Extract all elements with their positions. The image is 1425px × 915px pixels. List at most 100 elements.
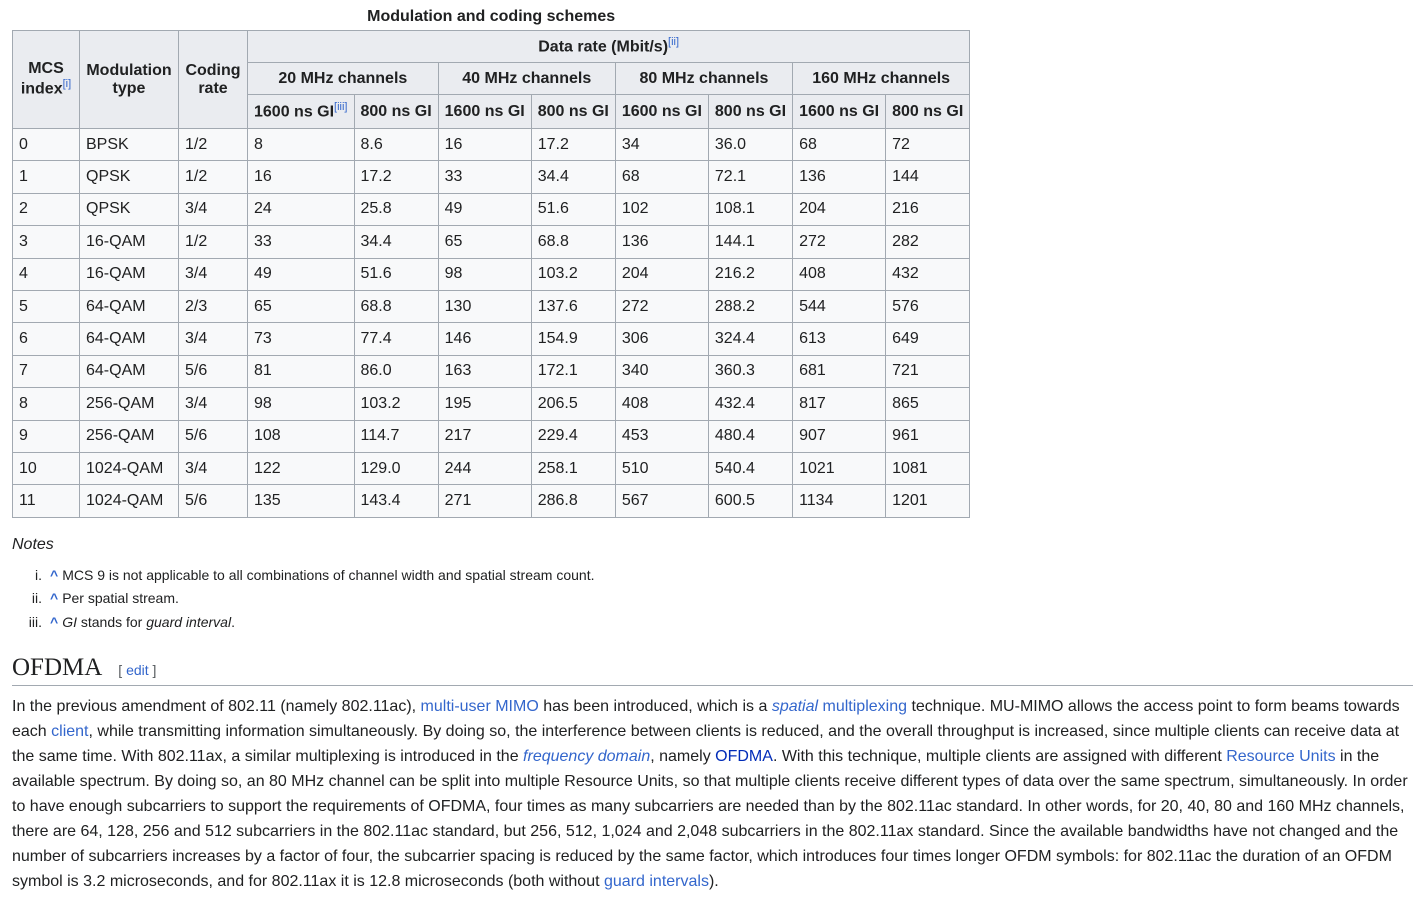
inline-link[interactable]: OFDMA: [715, 748, 773, 766]
table-cell: 136: [614, 225, 709, 259]
table-cell: 5/6: [178, 354, 248, 389]
inline-link[interactable]: multi-user MIMO: [420, 698, 539, 716]
table-cell: 272: [792, 225, 887, 259]
backlink-caret[interactable]: ^: [50, 566, 59, 583]
table-cell: 103.2: [530, 257, 616, 291]
table-cell: 3/4: [178, 387, 248, 421]
table-cell: 68: [614, 160, 709, 194]
header-gi-800: 800 ns GI: [530, 94, 616, 129]
table-cell: 103.2: [353, 387, 439, 421]
table-cell: 907: [792, 419, 887, 453]
note-text: ^ GI stands for guard interval.: [50, 611, 235, 635]
table-cell: 16: [247, 160, 355, 194]
table-cell: 544: [792, 289, 887, 324]
header-20mhz: 20 MHz channels: [247, 62, 439, 95]
table-cell: 649: [885, 322, 971, 356]
header-gi-1600-label: 1600 ns GI: [254, 103, 335, 121]
backlink-caret[interactable]: ^: [50, 613, 59, 630]
note-ref-iii[interactable]: [iii]: [334, 101, 348, 114]
table-cell: 163: [437, 354, 532, 389]
table-cell: 1201: [885, 484, 971, 518]
header-gi-1600-label: 1600 ns GI: [799, 102, 880, 120]
table-row: 11 1024-QAM 5/6 135 143.4 271 286.8 567 600.5 113…: [12, 484, 971, 518]
note-text-part: MCS 9 is not applicable to all combinati…: [62, 566, 595, 583]
inline-link[interactable]: multiplexing: [818, 698, 908, 716]
table-cell: 0: [12, 127, 80, 162]
table-cell: 567: [614, 484, 709, 518]
table-cell: 7: [12, 354, 80, 389]
table-row: 10 1024-QAM 3/4 122 129.0 244 258.1 510 540.4 102…: [12, 451, 971, 486]
table-cell: 130: [437, 289, 532, 324]
table-cell: 5: [12, 289, 80, 324]
table-cell: 144.1: [707, 225, 794, 259]
table-cell: 286.8: [530, 484, 616, 518]
table-cell: 8: [247, 127, 355, 162]
edit-bracket-open: [: [118, 662, 127, 679]
table-cell: 600.5: [707, 484, 794, 518]
header-data-rate-label: Data rate (Mbit/s): [538, 38, 669, 56]
table-cell: 98: [437, 257, 532, 291]
paragraph-text: , while transmitting information simulta…: [12, 723, 1400, 766]
table-cell: 432.4: [707, 387, 794, 421]
table-cell: 3/4: [178, 257, 248, 291]
inline-link[interactable]: client: [51, 723, 89, 741]
note-ref-i[interactable]: [i]: [62, 78, 72, 91]
header-160mhz: 160 MHz channels: [792, 62, 971, 95]
table-cell: 3/4: [178, 192, 248, 227]
table-cell: 272: [614, 289, 709, 324]
table-cell: 77.4: [353, 322, 439, 356]
table-cell: 8: [12, 387, 80, 421]
table-cell: QPSK: [79, 160, 179, 194]
table-cell: 34.4: [530, 160, 616, 194]
table-caption: Modulation and coding schemes: [367, 8, 616, 25]
header-coding-rate: Coding rate: [178, 30, 248, 129]
inline-link[interactable]: guard intervals: [604, 873, 709, 891]
table-cell: 172.1: [530, 354, 616, 389]
table-cell: 1/2: [178, 127, 248, 162]
table-cell: 86.0: [353, 354, 439, 389]
inline-link[interactable]: frequency domain: [523, 748, 651, 766]
table-cell: 1081: [885, 451, 971, 486]
table-cell: 65: [437, 225, 532, 259]
table-cell: 2: [12, 192, 80, 227]
inline-link[interactable]: spatial: [771, 698, 819, 716]
notes-list: i. ^ MCS 9 is not applicable to all combin…: [12, 564, 1413, 635]
section-title: OFDMA: [12, 654, 103, 682]
note-ref-ii[interactable]: [ii]: [668, 36, 680, 49]
header-gi-1600: 1600 ns GI: [614, 94, 709, 129]
note-text-part: GI: [62, 613, 77, 630]
inline-link[interactable]: Resource Units: [1226, 748, 1336, 766]
backlink-caret[interactable]: ^: [50, 590, 59, 607]
table-cell: 256-QAM: [79, 419, 179, 453]
table-cell: 576: [885, 289, 971, 324]
table-cell: 256-QAM: [79, 387, 179, 421]
table-cell: 114.7: [353, 419, 439, 453]
paragraph-text: . With this technique, multiple clients …: [772, 748, 1227, 766]
table-cell: 108: [247, 419, 355, 453]
header-gi-800: 800 ns GI: [885, 94, 971, 129]
table-cell: 282: [885, 225, 971, 259]
table-cell: 129.0: [353, 451, 439, 486]
header-gi-1600-label: 1600 ns GI: [444, 102, 525, 120]
note-text-part: .: [231, 613, 235, 630]
table-cell: 340: [614, 354, 709, 389]
table-cell: 408: [792, 257, 887, 291]
table-cell: 16-QAM: [79, 257, 179, 291]
table-cell: 51.6: [530, 192, 616, 227]
table-cell: QPSK: [79, 192, 179, 227]
header-gi-1600: 1600 ns GI: [437, 94, 532, 129]
edit-link[interactable]: edit: [126, 662, 149, 679]
note-number: ii.: [31, 590, 42, 607]
table-row: 2 QPSK 3/4 24 25.8 49 51.6 102 108.1 204 216: [12, 192, 971, 227]
paragraph-text: in the available spectrum. By doing so, …: [12, 748, 1408, 891]
table-row: 6 64-QAM 3/4 73 77.4 146 154.9 306 324.4 613 649: [12, 322, 971, 356]
table-cell: 6: [12, 322, 80, 356]
paragraph-text: technique. MU-MIMO allows the access poi…: [12, 698, 1400, 741]
table-cell: 1/2: [178, 225, 248, 259]
table-cell: 17.2: [353, 160, 439, 194]
table-cell: 217: [437, 419, 532, 453]
header-data-rate: Data rate (Mbit/s)[ii]: [246, 30, 971, 63]
table-row: 3 16-QAM 1/2 33 34.4 65 68.8 136 144.1 272 282: [12, 225, 971, 259]
table-cell: 3/4: [178, 451, 248, 486]
table-row: 5 64-QAM 2/3 65 68.8 130 137.6 272 288.2 544 576: [12, 289, 971, 324]
